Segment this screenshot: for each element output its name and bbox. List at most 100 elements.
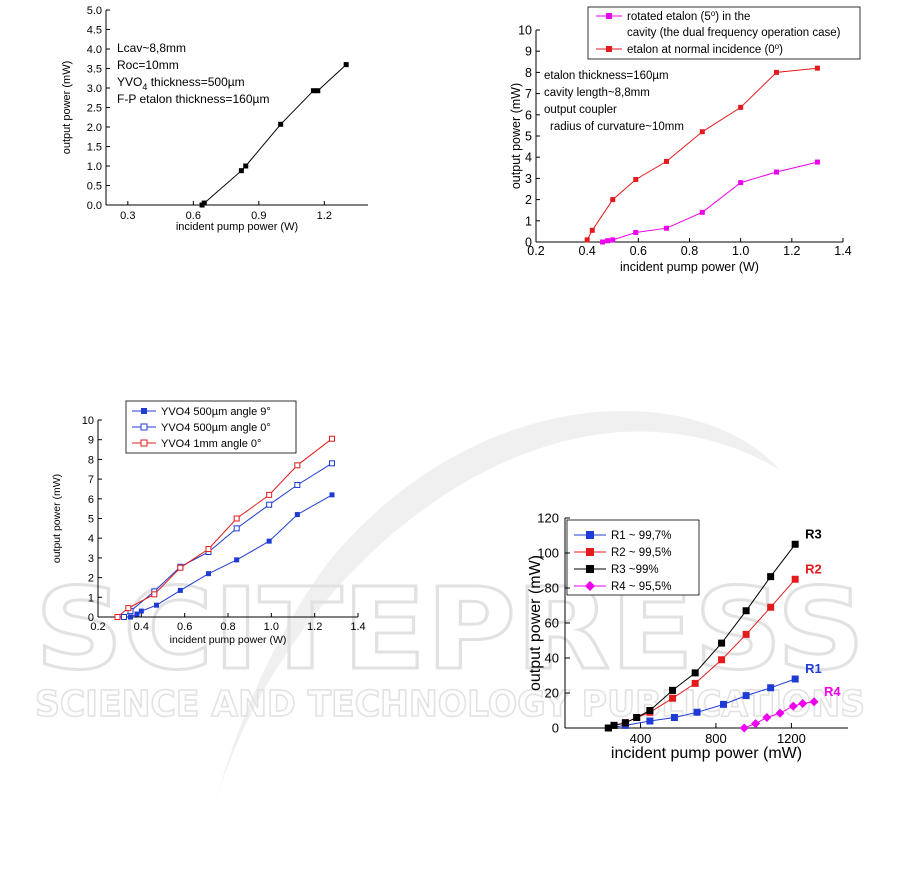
panel4-series-2-point [742, 630, 750, 638]
panel4-series-4-point [739, 723, 749, 733]
panel2-series-2-point [663, 158, 669, 164]
panel3-y-tick-label: 10 [82, 415, 94, 427]
panel4-x-tick-label: 400 [630, 731, 652, 746]
panel4-series-2-point [691, 679, 699, 687]
panel2-series-1-point [738, 180, 744, 186]
panel4-y-tick-label: 80 [545, 581, 559, 596]
panel4-series-3-point [610, 721, 618, 729]
panel4-series-3-point [633, 714, 641, 721]
panel1-series-1-point [315, 88, 321, 94]
panel2-y-tick-label: 9 [525, 45, 532, 59]
panel2-series-1-point [600, 239, 606, 245]
panel4-y-tick-label: 20 [545, 686, 559, 701]
panel1-y-tick-label: 0.0 [87, 200, 102, 212]
panel2-series-2-point [738, 104, 744, 110]
panel3-series-1-point [134, 611, 140, 617]
panel1-annotation-roc: Roc=10mm [117, 58, 179, 72]
panel2-y-tick-label: 4 [525, 151, 532, 165]
panel1-annotation-lcav: Lcav~8,8mm [117, 41, 186, 55]
panel2-legend-label-1a: rotated etalon (5o) in the [627, 9, 750, 23]
panel3-y-tick-label: 8 [88, 454, 94, 466]
panel1-y-tick-label: 1.0 [87, 161, 102, 173]
panel1-y-tick-label: 3.5 [87, 63, 102, 75]
panel3-legend-label-2: YVO4 500µm angle 0° [161, 422, 271, 434]
panel4-series-label-r4: R4 [824, 684, 841, 699]
panel1-x-tick-label: 0.9 [251, 210, 266, 222]
panel2-series-1-point [699, 209, 705, 215]
panel4-legend-label-2: R2 ~ 99,5% [611, 547, 671, 559]
panel4-series-label-r2: R2 [805, 561, 822, 576]
panel4-series-4-point [775, 708, 785, 718]
panel2-x-tick-label: 1.2 [783, 244, 800, 258]
panel2-series-2-point [814, 65, 820, 71]
panel2-y-tick-label: 7 [525, 87, 532, 101]
panel3-x-tick-label: 0.6 [177, 621, 192, 633]
panel3-legend-label-3: YVO4 1mm angle 0° [161, 438, 261, 450]
panel3-legend-marker-2 [140, 423, 148, 431]
panel2-series-1-point [605, 238, 611, 244]
panel3-series-2-point [294, 482, 301, 489]
panel2-y-tick-label: 10 [518, 24, 532, 38]
panel2-x-tick-label: 0.8 [681, 244, 698, 258]
panel3-y-tick-label: 1 [88, 592, 94, 604]
panel4-legend-marker-2 [586, 548, 594, 556]
panel4-series-3-point [718, 639, 726, 647]
chart-panel-1: Lcav~8,8mm Roc=10mm YVO4 thickness=500µm… [61, 5, 368, 233]
panel2-x-tick-label: 1.4 [834, 244, 851, 258]
panel4-series-3-point [691, 669, 699, 677]
panel3-y-tick-label: 0 [88, 612, 94, 624]
chart-panel-4: R1 ~ 99,7% R2 ~ 99,5% R3 ~99% R4 ~ 95,5%… [527, 511, 848, 762]
panel3-y-axis-label: output power (mW) [51, 474, 63, 563]
panel4-series-1-point [670, 714, 678, 721]
panel1-x-tick-label: 0.3 [120, 210, 135, 222]
panel1-annotation-etalon: F-P etalon thickness=160µm [117, 92, 269, 106]
panel3-series-3-point [177, 564, 184, 571]
watermark: SCITEPRESS SCIENCE AND TECHNOLOGY PUBLIC… [34, 410, 867, 820]
panel1-series-1-point [243, 163, 249, 169]
panel4-series-1-point [719, 700, 727, 708]
panel1-y-tick-label: 2.0 [87, 122, 102, 134]
panel2-series-2-point [633, 176, 639, 182]
panel3-x-tick-label: 1.4 [350, 621, 365, 633]
panel3-series-3-point [114, 614, 121, 620]
panel3-x-tick-label: 0.2 [90, 621, 105, 633]
panel3-series-2-point [233, 525, 240, 532]
panel3-series-1-point [329, 492, 335, 498]
panel2-y-tick-label: 2 [525, 193, 532, 207]
panel3-y-tick-label: 5 [88, 513, 94, 525]
panel2-legend-label-2: etalon at normal incidence (0o) [627, 42, 783, 56]
panel1-series-1-point [238, 168, 244, 174]
panel4-y-tick-label: 60 [545, 616, 559, 631]
panel1-series-1-point [343, 62, 349, 68]
panel2-legend-label-1b: cavity (the dual frequency operation cas… [627, 27, 841, 39]
panel3-series-1-point [294, 512, 300, 518]
panel3-x-tick-label: 1.2 [307, 621, 322, 633]
panel2-annotation-1: etalon thickness=160µm [544, 70, 669, 82]
panel1-series-1-point [310, 88, 316, 94]
panel3-y-tick-label: 4 [88, 533, 94, 545]
panel2-legend: rotated etalon (5o) in the cavity (the d… [587, 6, 861, 60]
panel4-series-3-point [767, 573, 775, 581]
panel2-series-1-point [663, 225, 669, 231]
panel2-series-1-point [610, 237, 616, 243]
panel3-series-2-point [329, 460, 335, 467]
panel1-y-axis-label: output power (mW) [61, 61, 73, 155]
panel4-series-2-point [767, 603, 775, 611]
panel2-y-axis-label: output power (mW) [509, 83, 523, 189]
panel3-series-1-point [128, 614, 133, 620]
panel3-legend-label-1: YVO4 500µm angle 9° [161, 406, 271, 418]
panel3-series-1-point [154, 602, 159, 608]
panel2-series-2-point [699, 129, 705, 135]
panel1-y-tick-label: 0.5 [87, 180, 102, 192]
panel3-x-tick-label: 0.4 [134, 621, 149, 633]
panel3-series-3-point [233, 515, 240, 522]
panel2-y-tick-label: 1 [525, 214, 532, 228]
panel3-x-tick-label: 0.8 [220, 621, 235, 633]
panel2-x-tick-label: 0.6 [630, 244, 647, 258]
panel3-y-tick-label: 2 [88, 573, 94, 585]
panel2-y-tick-label: 6 [525, 108, 532, 122]
panel3-y-tick-label: 3 [88, 553, 94, 565]
panel1-series-1-point [201, 200, 207, 206]
panel2-series-2-point [610, 197, 616, 203]
chart-panel-3: YVO4 500µm angle 9° YVO4 500µm angle 0° … [51, 400, 366, 646]
